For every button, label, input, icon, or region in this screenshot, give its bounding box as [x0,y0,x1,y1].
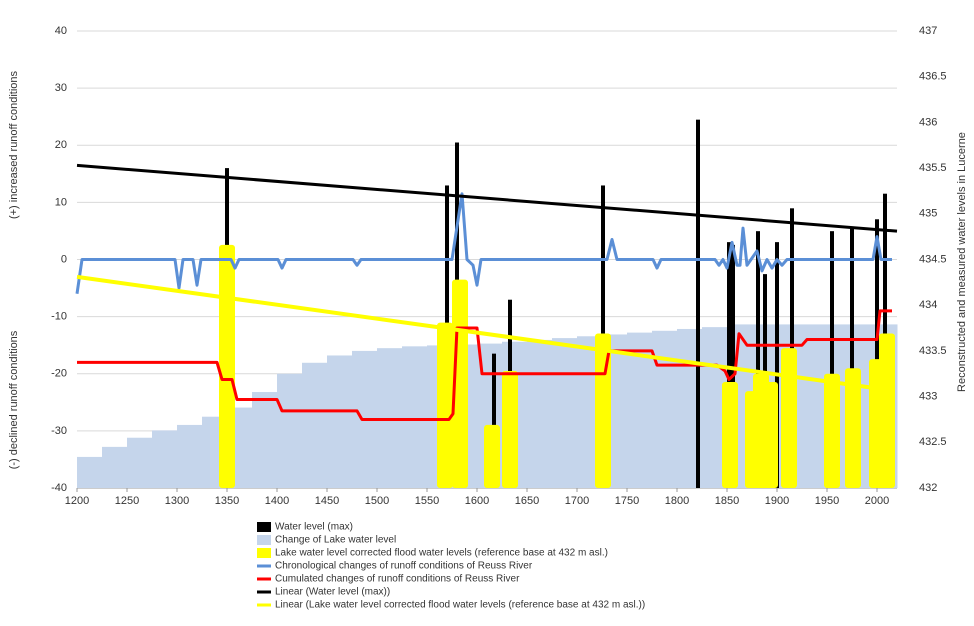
area-step [302,362,328,488]
y2-tick-label: 433.5 [919,345,947,357]
bar [595,333,611,488]
y-tick-label: -40 [51,482,67,494]
area-step [402,346,428,488]
x-tick-label: 1250 [115,495,139,507]
bar [727,242,731,488]
x-tick-label: 1500 [365,495,389,507]
x-tick-label: 1850 [715,495,739,507]
area-step [552,338,578,488]
bar [775,242,779,488]
legend-label: Change of Lake water level [275,535,396,546]
line [76,274,878,391]
line [75,192,892,294]
bar [830,231,834,488]
y2-tick-label: 432 [919,482,937,494]
y-tick-label: 40 [55,25,67,37]
line [76,163,898,233]
x-tick-label: 1750 [615,495,639,507]
bar [850,228,854,488]
y2-tick-label: 436.5 [919,71,947,83]
x-tick-label: 1200 [65,495,89,507]
y2-label: Reconstructed and measured water levels … [956,132,968,392]
area-step [652,330,678,488]
y-tick-label: 0 [61,253,67,265]
x-tick-label: 1650 [515,495,539,507]
x-tick-label: 1300 [165,495,189,507]
y-tick-label: 30 [55,82,67,94]
y2-tick-label: 432.5 [919,436,947,448]
bar [492,353,496,488]
x-tick-label: 1600 [465,495,489,507]
bar [879,333,895,488]
legend-label: Linear (Water level (max)) [275,587,390,598]
legend-label: Water level (max) [275,522,353,533]
bar [845,368,861,488]
x-tick-label: 1450 [315,495,339,507]
legend-swatch [257,548,271,558]
y-tick-label: 20 [55,139,67,151]
bar [696,119,700,489]
y2-tick-label: 433 [919,391,937,403]
y2-tick-label: 434.5 [919,253,947,265]
y-label-top: (+) increased runoff conditions [8,70,20,219]
line [77,309,892,421]
area-step [127,437,153,488]
bar [484,424,500,488]
y-tick-label: -30 [51,425,67,437]
bar [437,322,453,488]
area-step [277,373,303,488]
x-tick-label: 1950 [815,495,839,507]
y-tick-label: -20 [51,368,67,380]
y2-tick-label: 435.5 [919,162,947,174]
x-tick-label: 1350 [215,495,239,507]
x-tick-label: 1550 [415,495,439,507]
area-step [152,430,178,488]
legend-label: Cumulated changes of runoff conditions o… [275,574,520,585]
y2-tick-label: 436 [919,116,937,128]
area-step [102,446,128,488]
legend-label: Chronological changes of runoff conditio… [275,561,533,572]
bar [722,381,738,488]
legend-label: Linear (Lake water level corrected flood… [275,600,645,611]
bar [875,219,879,488]
bar [756,231,760,488]
x-tick-label: 1800 [665,495,689,507]
bar [502,371,518,488]
legend-swatch [257,535,271,545]
legend-label: Lake water level corrected flood water l… [275,548,608,559]
area-step [177,424,203,488]
bar [219,244,235,488]
y2-tick-label: 437 [919,25,937,37]
x-tick-label: 2000 [865,495,889,507]
area-step [327,355,353,488]
y-label-bottom: (-) declined runoff conditions [8,330,20,469]
area-step [527,339,553,488]
y-tick-label: -10 [51,311,67,323]
area-step [627,332,653,488]
x-tick-label: 1900 [765,495,789,507]
legend-swatch [257,522,271,532]
area-step [252,392,278,488]
bar [781,348,797,488]
bar [824,373,840,488]
x-tick-label: 1700 [565,495,589,507]
bar [762,381,778,488]
y2-tick-label: 434 [919,299,937,311]
x-tick-label: 1400 [265,495,289,507]
y2-tick-label: 435 [919,208,937,220]
y-tick-label: 10 [55,196,67,208]
area-step [77,456,103,488]
